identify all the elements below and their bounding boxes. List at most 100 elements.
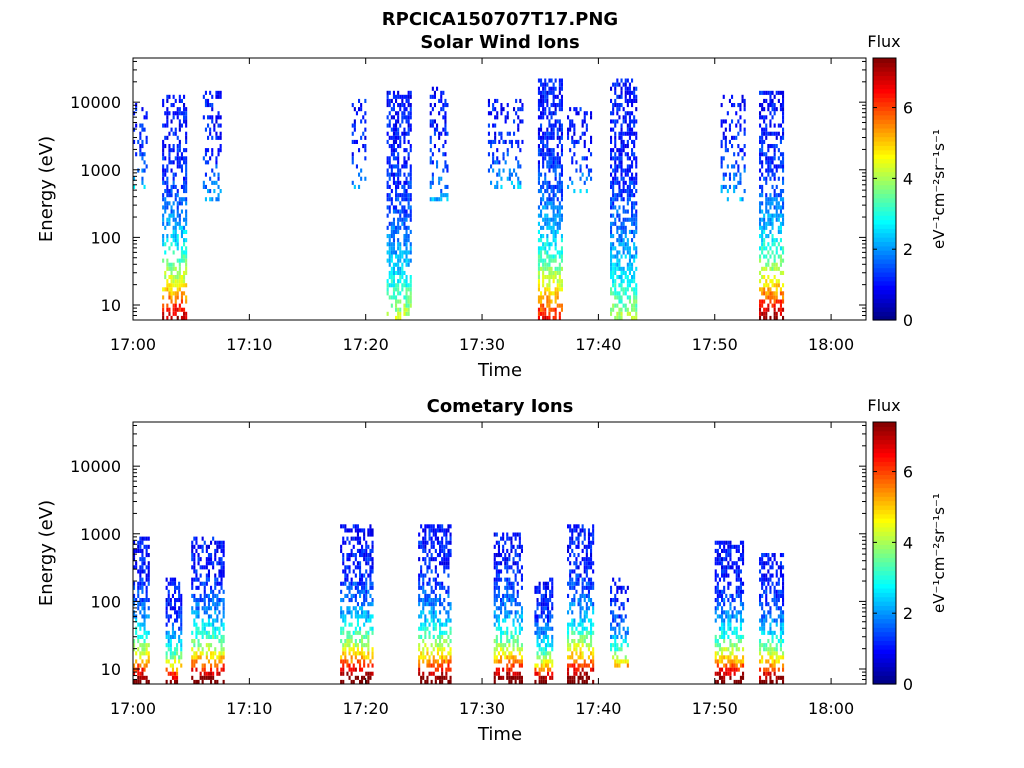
flux-cell — [170, 193, 173, 198]
flux-cell — [544, 585, 547, 590]
flux-cell — [544, 82, 547, 87]
flux-cell — [139, 536, 142, 541]
heatmap-cells — [133, 524, 785, 684]
flux-cell — [542, 667, 545, 672]
flux-cell — [573, 671, 576, 676]
flux-cell — [571, 548, 574, 553]
flux-cell — [430, 569, 433, 574]
flux-cell — [612, 184, 615, 189]
flux-cell — [560, 238, 563, 243]
flux-cell — [544, 581, 547, 586]
flux-cell — [178, 119, 181, 124]
flux-cell — [544, 663, 547, 668]
flux-cell — [432, 602, 435, 607]
flux-cell — [761, 242, 764, 247]
flux-cell — [610, 311, 613, 316]
flux-cell — [441, 667, 444, 672]
flux-cell — [573, 189, 576, 194]
flux-cell — [569, 602, 572, 607]
flux-cell — [782, 90, 785, 95]
flux-cell — [346, 630, 349, 635]
flux-cell — [513, 107, 516, 112]
flux-cell — [763, 90, 766, 95]
flux-cell — [763, 139, 766, 144]
flux-cell — [544, 156, 547, 161]
flux-cell — [436, 127, 439, 132]
flux-cell — [500, 602, 503, 607]
flux-cell — [583, 528, 586, 533]
flux-cell — [733, 189, 736, 194]
flux-cell — [579, 671, 582, 676]
flux-cell — [624, 172, 627, 177]
flux-cell — [773, 275, 776, 280]
flux-cell — [195, 577, 198, 582]
flux-cell — [521, 119, 524, 124]
flux-cell — [143, 667, 146, 672]
flux-cell — [217, 94, 220, 99]
flux-cell — [218, 589, 221, 594]
flux-cell — [386, 90, 389, 95]
flux-cell — [769, 197, 772, 202]
flux-cell — [536, 622, 539, 627]
flux-cell — [721, 589, 724, 594]
flux-cell — [137, 634, 140, 639]
flux-cell — [386, 225, 389, 230]
flux-cell — [614, 647, 617, 652]
flux-cell — [592, 622, 595, 627]
flux-cell — [432, 524, 435, 529]
colorbar-tick-label: 2 — [903, 240, 913, 259]
flux-cell — [342, 569, 345, 574]
flux-cell — [537, 213, 540, 218]
flux-cell — [622, 291, 625, 296]
flux-cell — [544, 217, 547, 222]
flux-cell — [626, 262, 629, 267]
flux-cell — [500, 606, 503, 611]
flux-cell — [777, 156, 780, 161]
flux-cell — [164, 180, 167, 185]
flux-cell — [726, 148, 729, 153]
flux-cell — [624, 217, 627, 222]
flux-cell — [141, 659, 144, 664]
flux-cell — [548, 291, 551, 296]
flux-cell — [367, 573, 370, 578]
flux-cell — [162, 221, 165, 226]
figure-title: RPCICA150707T17.PNG — [382, 9, 618, 30]
flux-cell — [141, 589, 144, 594]
flux-cell — [742, 663, 745, 668]
flux-cell — [439, 585, 442, 590]
flux-cell — [722, 156, 725, 161]
flux-cell — [626, 659, 629, 664]
flux-cell — [558, 303, 561, 308]
flux-cell — [498, 168, 501, 173]
flux-cell — [718, 655, 721, 660]
flux-cell — [178, 98, 181, 103]
flux-cell — [542, 156, 545, 161]
flux-cell — [536, 614, 539, 619]
flux-cell — [546, 217, 549, 222]
flux-cell — [392, 234, 395, 239]
flux-cell — [506, 176, 509, 181]
flux-cell — [587, 561, 590, 566]
flux-cell — [436, 160, 439, 165]
flux-cell — [579, 532, 582, 537]
flux-cell — [397, 311, 400, 316]
flux-cell — [405, 209, 408, 214]
flux-cell — [178, 303, 181, 308]
flux-cell — [147, 536, 150, 541]
flux-cell — [346, 671, 349, 676]
flux-cell — [743, 119, 746, 124]
flux-cell — [392, 225, 395, 230]
flux-cell — [162, 144, 165, 149]
flux-cell — [518, 569, 521, 574]
flux-cell — [548, 164, 551, 169]
flux-cell — [176, 111, 179, 116]
flux-cell — [350, 671, 353, 676]
flux-cell — [340, 544, 343, 549]
flux-cell — [567, 626, 570, 631]
flux-cell — [436, 536, 439, 541]
flux-cell — [217, 172, 220, 177]
flux-cell — [422, 671, 425, 676]
flux-cell — [145, 614, 148, 619]
flux-cell — [631, 238, 634, 243]
flux-cell — [552, 131, 555, 136]
